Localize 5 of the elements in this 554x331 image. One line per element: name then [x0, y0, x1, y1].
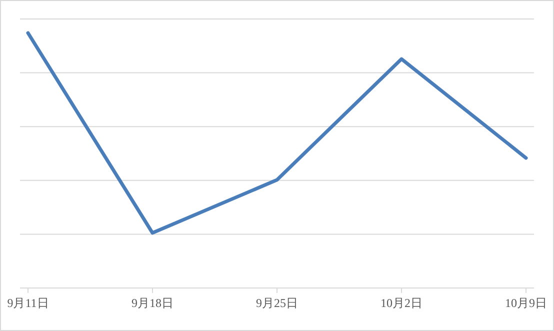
x-tick-label: 9月11日	[7, 296, 49, 310]
x-tick-label: 9月25日	[256, 296, 298, 310]
x-tick-label: 9月18日	[132, 296, 174, 310]
x-tick-label: 10月9日	[505, 296, 547, 310]
x-tick-label: 10月2日	[380, 296, 422, 310]
